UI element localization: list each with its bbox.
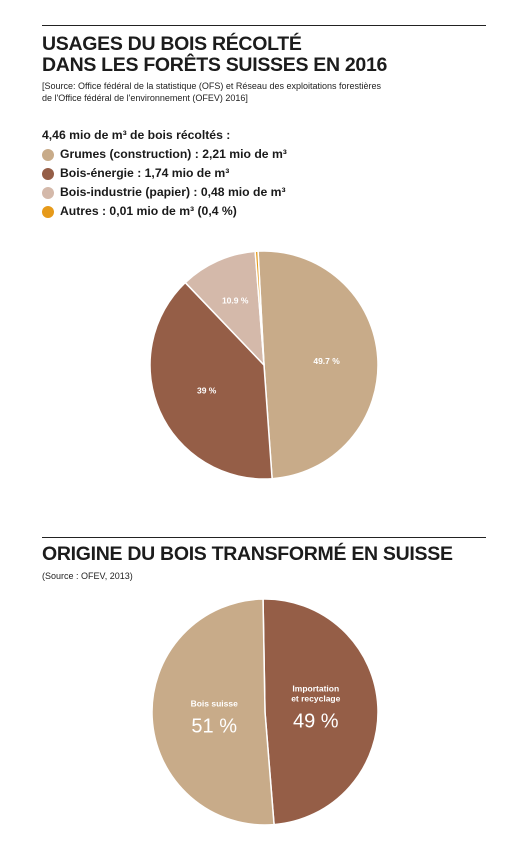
legend-item-bois-industrie: Bois-industrie (papier) : 0,48 mio de m³ bbox=[42, 183, 287, 202]
pie-slice-bois-industrie-papier bbox=[184, 250, 265, 366]
pie-value-label: 49 % bbox=[293, 711, 339, 733]
pie-category-label: et recyclage bbox=[291, 694, 340, 704]
legend-item-bois-energie: Bois-énergie : 1,74 mio de m³ bbox=[42, 164, 287, 183]
pie-slice-bois-energie bbox=[149, 281, 273, 480]
pie-label-grumes-construction: 49.7 % bbox=[313, 356, 340, 366]
chart1-title-line1: USAGES DU BOIS RÉCOLTÉ bbox=[42, 33, 302, 55]
legend-label-grumes: Grumes (construction) : 2,21 mio de m³ bbox=[60, 147, 287, 161]
section-rule bbox=[42, 537, 486, 538]
pie-chart-usages: 49.7 % 39 % 10.9 % bbox=[149, 250, 379, 480]
legend-item-grumes: Grumes (construction) : 2,21 mio de m³ bbox=[42, 145, 287, 164]
chart2-title-line1: ORIGINE DU BOIS TRANSFORMÉ EN SUISSE bbox=[42, 543, 453, 565]
legend-swatch-bois-energie bbox=[42, 167, 54, 180]
legend-swatch-bois-industrie bbox=[42, 186, 54, 199]
legend-label-bois-energie: Bois-énergie : 1,74 mio de m³ bbox=[60, 166, 230, 180]
pie-label-bois-suisse: Bois suisse 51 % bbox=[191, 698, 239, 737]
legend-total: 4,46 mio de m³ de bois récoltés : bbox=[42, 128, 231, 142]
chart1-source-line1: [Source: Office fédéral de la statistiqu… bbox=[42, 81, 382, 91]
top-rule bbox=[42, 25, 486, 26]
chart2-source: (Source : OFEV, 2013) bbox=[42, 570, 133, 582]
legend-swatch-grumes bbox=[42, 148, 54, 161]
chart1-title-line2: DANS LES FORÊTS SUISSES EN 2016 bbox=[42, 54, 388, 76]
pie-category-label: Bois suisse bbox=[191, 698, 239, 708]
pie-slice-bois-suisse bbox=[151, 598, 275, 826]
pie-label-bois-industrie-papier: 10.9 % bbox=[222, 295, 249, 305]
legend-item-autres: Autres : 0,01 mio de m³ (0,4 %) bbox=[42, 202, 287, 221]
pie-slice-grumes-construction bbox=[257, 250, 379, 480]
chart1-legend: 4,46 mio de m³ de bois récoltés : Grumes… bbox=[42, 126, 287, 221]
chart2-source-line1: (Source : OFEV, 2013) bbox=[42, 571, 133, 581]
chart2-title: ORIGINE DU BOIS TRANSFORMÉ EN SUISSE bbox=[42, 544, 453, 565]
chart1-source-line2: de l'Office fédéral de l'environnement (… bbox=[42, 93, 248, 103]
pie-value-label: 51 % bbox=[191, 715, 237, 737]
pie-category-label: Importation bbox=[292, 684, 339, 694]
legend-swatch-autres bbox=[42, 205, 54, 218]
pie-slice-autres bbox=[254, 250, 265, 366]
legend-label-autres: Autres : 0,01 mio de m³ (0,4 %) bbox=[60, 204, 237, 218]
legend-label-bois-industrie: Bois-industrie (papier) : 0,48 mio de m³ bbox=[60, 185, 286, 199]
pie-slice-importation-et-recyclage bbox=[262, 598, 379, 826]
chart1-source: [Source: Office fédéral de la statistiqu… bbox=[42, 80, 381, 104]
pie-label-bois-energie: 39 % bbox=[197, 385, 217, 395]
chart1-title: USAGES DU BOIS RÉCOLTÉ DANS LES FORÊTS S… bbox=[42, 34, 387, 76]
